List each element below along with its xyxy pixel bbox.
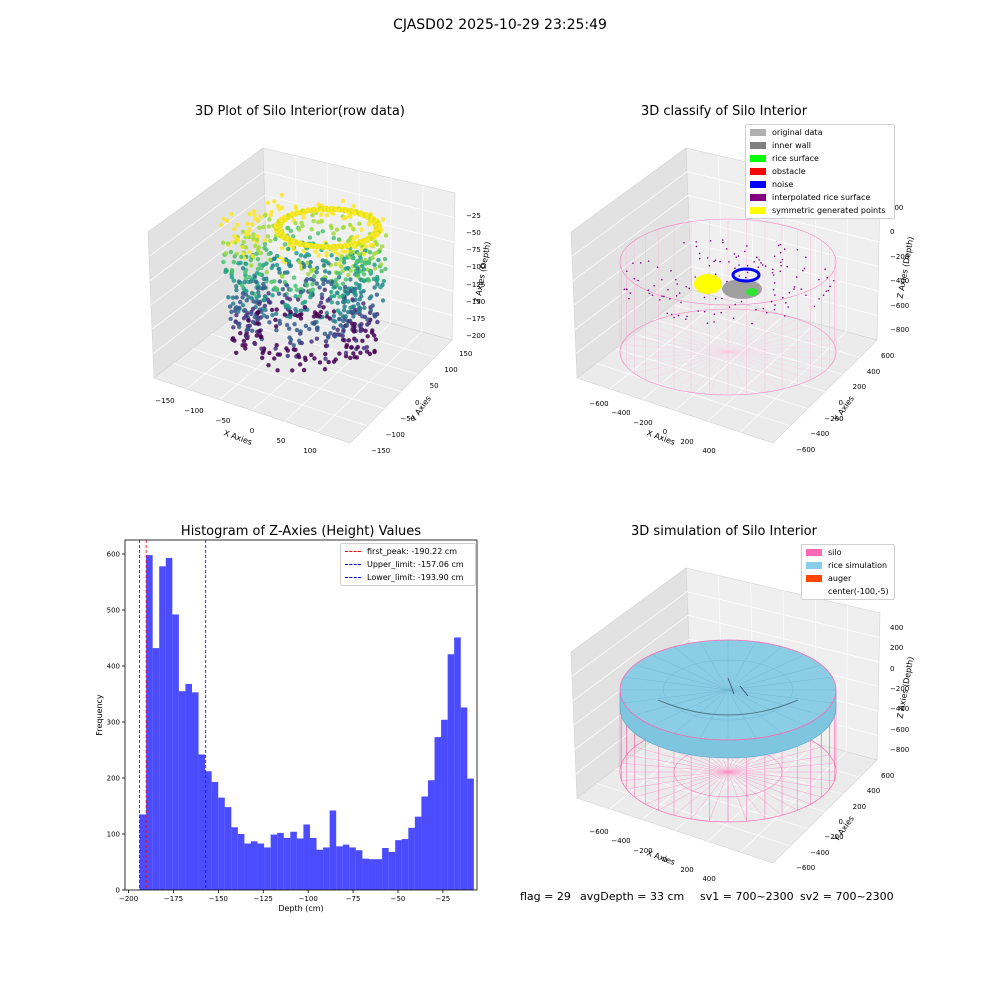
sv2-text: sv2 = 700~2300 [800, 890, 894, 903]
avg-depth-text: avgDepth = 33 cm [580, 890, 684, 903]
legend-swatch [806, 562, 822, 569]
plot4-x-tick-label: −600 [587, 828, 611, 836]
plot4-y-tick-label: 600 [881, 772, 894, 780]
legend-swatch [806, 588, 822, 595]
plot4-z-tick-label: 200 [890, 644, 903, 652]
plot4-z-tick-label: −400 [890, 705, 909, 713]
flag-text: flag = 29 [520, 890, 571, 903]
plot4-z-tick-label: −800 [890, 746, 909, 754]
plot4-z-tick-label: 0 [890, 665, 894, 673]
plot4-x-tick-label: −400 [609, 837, 633, 845]
plot4-legend: silo rice simulation auger center(-100,-5) [801, 544, 895, 600]
plot4-y-tick-label: 0 [839, 818, 843, 826]
plot4-x-tick-label: −200 [631, 847, 655, 855]
plot4-y-tick-label: −400 [810, 849, 829, 857]
plot4-legend-entry: auger [802, 572, 894, 585]
legend-label: center(-100,-5) [828, 587, 889, 596]
plot4-z-tick-label: 400 [890, 624, 903, 632]
plot4-y-tick-label: −600 [796, 864, 815, 872]
plot4-y-tick-label: 200 [853, 803, 866, 811]
plot4-z-tick-label: −200 [890, 685, 909, 693]
plot4-y-tick-label: 400 [867, 787, 880, 795]
plot4-legend-entry: center(-100,-5) [802, 585, 894, 598]
plot4-x-tick-label: 0 [653, 856, 677, 864]
legend-swatch [806, 575, 822, 582]
legend-swatch [806, 549, 822, 556]
plot4-legend-entry: silo [802, 546, 894, 559]
sv1-text: sv1 = 700~2300 [700, 890, 794, 903]
plot4-x-tick-label: 200 [675, 866, 699, 874]
legend-label: auger [828, 574, 851, 583]
plot4-y-tick-label: −200 [824, 833, 843, 841]
legend-label: silo [828, 548, 842, 557]
plot4-legend-entry: rice simulation [802, 559, 894, 572]
plot4-z-tick-label: −600 [890, 726, 909, 734]
plot4-x-tick-label: 400 [697, 875, 721, 883]
legend-label: rice simulation [828, 561, 887, 570]
